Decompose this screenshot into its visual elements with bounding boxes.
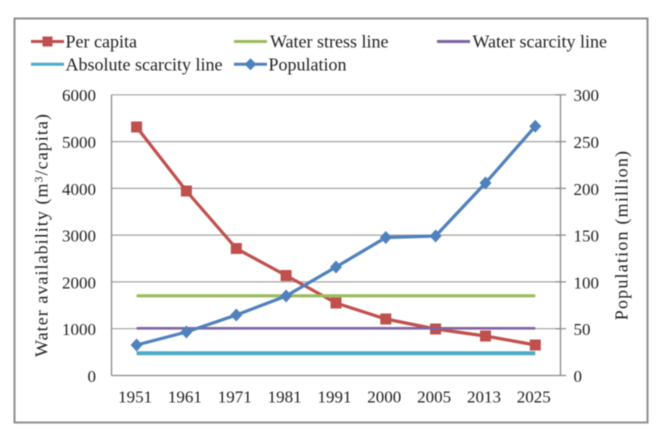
svg-text:250: 250 [574, 133, 600, 152]
svg-text:Population: Population [269, 55, 347, 75]
svg-text:2013: 2013 [467, 388, 501, 407]
svg-text:200: 200 [574, 180, 600, 199]
svg-text:4000: 4000 [62, 180, 96, 199]
svg-text:0: 0 [88, 367, 97, 386]
svg-text:2025: 2025 [517, 388, 551, 407]
svg-text:1981: 1981 [268, 388, 302, 407]
svg-text:1991: 1991 [318, 388, 352, 407]
svg-text:Water availability (m3/capita): Water availability (m3/capita) [32, 113, 53, 357]
svg-text:100: 100 [574, 273, 600, 292]
svg-text:Per capita: Per capita [66, 32, 137, 52]
svg-text:2000: 2000 [62, 273, 96, 292]
svg-text:1971: 1971 [218, 388, 252, 407]
svg-text:50: 50 [574, 320, 591, 339]
svg-text:2000: 2000 [367, 388, 401, 407]
svg-text:300: 300 [574, 86, 600, 105]
svg-text:2005: 2005 [417, 388, 451, 407]
svg-text:Water scarcity line: Water scarcity line [473, 32, 607, 52]
svg-text:1000: 1000 [62, 320, 96, 339]
svg-text:Population (million): Population (million) [612, 150, 633, 321]
svg-text:5000: 5000 [62, 133, 96, 152]
svg-text:0: 0 [574, 367, 583, 386]
svg-text:1951: 1951 [118, 388, 152, 407]
svg-text:3000: 3000 [62, 227, 96, 246]
svg-text:Absolute scarcity line: Absolute scarcity line [66, 55, 223, 75]
svg-text:1961: 1961 [168, 388, 202, 407]
svg-text:150: 150 [574, 227, 600, 246]
svg-text:Water stress line: Water stress line [270, 32, 389, 52]
svg-text:6000: 6000 [62, 86, 96, 105]
